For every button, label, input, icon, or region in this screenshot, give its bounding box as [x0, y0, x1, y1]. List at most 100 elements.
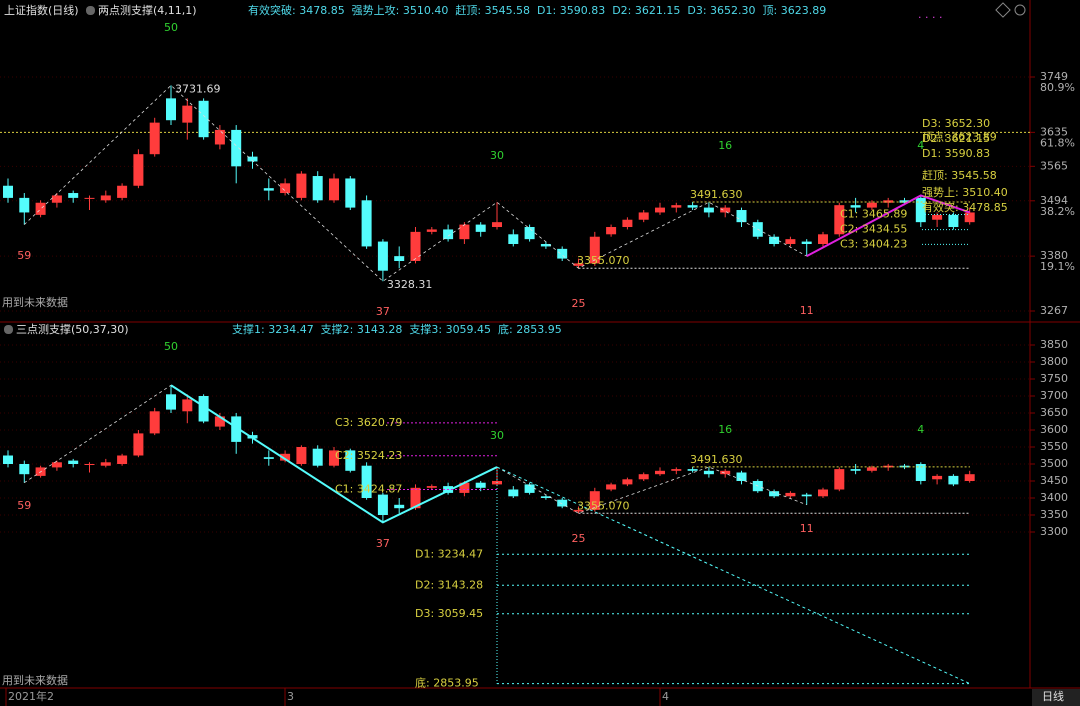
y-tick-label: 3500: [1040, 457, 1068, 470]
candle-body: [932, 214, 943, 220]
y-tick-label: 3700: [1040, 389, 1068, 402]
candle-body: [166, 394, 176, 410]
y-tick-label: 3635: [1040, 125, 1068, 138]
c-label: C2: 3524.23: [335, 449, 402, 462]
candle-body: [964, 474, 975, 481]
icon[interactable]: [4, 325, 13, 334]
candle-body: [638, 212, 649, 220]
candle-body: [834, 469, 845, 490]
candle-body: [524, 227, 535, 240]
candle-body: [850, 469, 861, 471]
candle-body: [850, 205, 861, 208]
candle-body: [361, 200, 372, 247]
candle-body: [540, 496, 551, 498]
candle-body: [345, 178, 356, 208]
count-label: 50: [164, 21, 178, 34]
icon[interactable]: [995, 2, 1011, 18]
count-label: 30: [490, 429, 504, 442]
candle-body: [655, 207, 665, 213]
candle-body: [948, 475, 959, 485]
d-label: 顶点: 3623.89: [922, 131, 997, 144]
candle-body: [589, 236, 600, 264]
level-label: 3491.630: [690, 188, 743, 201]
candle-body: [133, 433, 144, 456]
level-label: 3355.070: [577, 254, 630, 267]
count-label: 37: [376, 305, 390, 318]
candle-body: [149, 411, 160, 434]
candle-body: [84, 464, 95, 465]
candle-body: [231, 129, 242, 167]
date-label: 3: [287, 690, 294, 703]
candle-body: [557, 499, 568, 507]
y-tick-label: 3600: [1040, 423, 1068, 436]
candle-body: [443, 229, 454, 240]
c-label: C3: 3620.79: [335, 416, 402, 429]
c-label: C1: 3465.89: [840, 207, 907, 220]
candle-body: [703, 470, 714, 475]
c-label: C1: 3424.87: [335, 483, 402, 496]
c-label: C3: 3404.23: [840, 237, 907, 250]
d-label: D2: 3143.28: [415, 578, 483, 591]
candle-body: [426, 486, 437, 488]
candle-body: [606, 227, 617, 235]
candle-body: [687, 205, 698, 208]
candle-body: [785, 239, 796, 245]
candle-body: [198, 396, 209, 422]
icon[interactable]: [86, 6, 95, 15]
support-line: [806, 194, 971, 258]
candle-body: [687, 469, 698, 471]
candle-body: [671, 469, 682, 471]
candle-body: [361, 465, 372, 498]
y-tick-label: 3380: [1040, 249, 1068, 262]
candle-body: [312, 176, 323, 201]
candle-body: [655, 470, 665, 475]
count-label: 25: [572, 297, 586, 310]
pivot-label: 3731.69: [175, 82, 221, 95]
candle-body: [100, 195, 111, 201]
count-label: 37: [376, 537, 390, 550]
y-tick-label: 3267: [1040, 304, 1068, 317]
c-label: C2: 3434.55: [840, 223, 907, 236]
date-label: 4: [662, 690, 669, 703]
candle-body: [720, 207, 731, 213]
y-tick-label: 3750: [1040, 372, 1068, 385]
candle-body: [263, 188, 274, 191]
period-tab[interactable]: [1032, 689, 1080, 706]
candle-body: [932, 475, 943, 480]
candle-body: [589, 491, 600, 510]
icon[interactable]: [1014, 4, 1026, 16]
candle-body: [801, 241, 812, 245]
candle-body: [915, 464, 926, 481]
candle-body: [312, 448, 323, 466]
candle-body: [557, 248, 568, 259]
candle-body: [818, 489, 828, 497]
candle-body: [394, 256, 405, 261]
top-summary: 有效突破: 3478.85 强势上攻: 3510.40 赶顶: 3545.58 …: [248, 3, 826, 17]
y-tick-label: 3300: [1040, 525, 1068, 538]
candle-body: [899, 200, 910, 203]
period[interactable]: 日线: [1042, 689, 1064, 703]
candle-body: [948, 214, 959, 228]
candle-body: [280, 183, 291, 194]
count-label: 11: [800, 522, 814, 535]
candle-body: [915, 197, 926, 223]
candle-body: [19, 197, 30, 213]
pct-label: 19.1%: [1040, 260, 1075, 273]
candle-body: [475, 224, 486, 232]
candle-body: [377, 494, 388, 515]
y-tick-label: 3800: [1040, 355, 1068, 368]
candle-body: [51, 462, 62, 468]
candle-body: [182, 399, 193, 412]
y-tick-label: 3749: [1040, 70, 1068, 83]
note: 用到未来数据: [2, 295, 68, 309]
candle-body: [247, 156, 258, 162]
candle-body: [68, 193, 79, 198]
candle-body: [622, 479, 633, 485]
candle-body: [573, 509, 584, 512]
y-tick-label: 3400: [1040, 491, 1068, 504]
candle-body: [410, 231, 421, 261]
candle-body: [51, 195, 62, 203]
candle-body: [883, 200, 894, 203]
pct-label: 61.8%: [1040, 136, 1075, 149]
